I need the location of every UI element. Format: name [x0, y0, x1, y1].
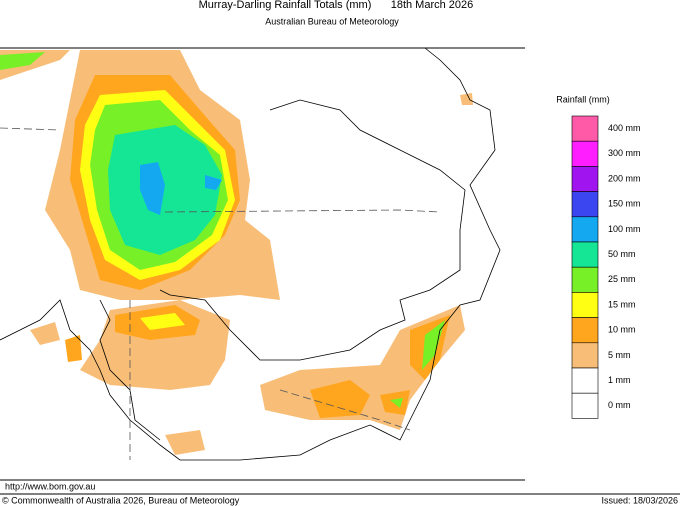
legend-label: 10 mm [608, 325, 636, 335]
legend-label: 15 mm [608, 299, 636, 309]
legend-label: 0 mm [608, 400, 631, 410]
legend-label: 200 mm [608, 173, 641, 183]
title: Murray-Darling Rainfall Totals (mm) [199, 0, 372, 11]
legend-swatch [571, 292, 599, 318]
subtitle: Australian Bureau of Meteorology [265, 16, 399, 26]
legend: Rainfall (mm) 400 mm 300 mm 200 mm 150 mm 10… [556, 94, 641, 419]
legend-title: Rainfall (mm) [556, 94, 610, 104]
legend-swatch [571, 241, 599, 268]
legend-swatch [571, 115, 599, 142]
legend-swatch [571, 191, 599, 218]
map [0, 47, 501, 461]
legend-swatch [571, 166, 599, 192]
copyright: © Commonwealth of Australia 2026, Bureau… [2, 495, 240, 505]
legend-label: 300 mm [608, 148, 641, 158]
legend-swatch [571, 342, 599, 369]
legend-label: 1 mm [608, 375, 631, 385]
legend-label: 50 mm [608, 249, 636, 259]
date: 18th March 2026 [391, 0, 474, 11]
legend-label: 5 mm [608, 350, 631, 360]
legend-swatch [571, 367, 599, 394]
legend-label: 400 mm [608, 123, 641, 133]
legend-swatch [571, 266, 599, 293]
legend-label: 25 mm [608, 274, 636, 284]
legend-swatch [571, 392, 599, 419]
legend-swatch [571, 317, 599, 344]
legend-label: 150 mm [608, 199, 641, 209]
legend-swatch [571, 216, 599, 243]
legend-swatch [571, 140, 599, 167]
issued: Issued: 18/03/2026 [601, 495, 678, 505]
legend-label: 100 mm [608, 224, 641, 234]
footer-url: http://www.bom.gov.au [5, 481, 95, 491]
